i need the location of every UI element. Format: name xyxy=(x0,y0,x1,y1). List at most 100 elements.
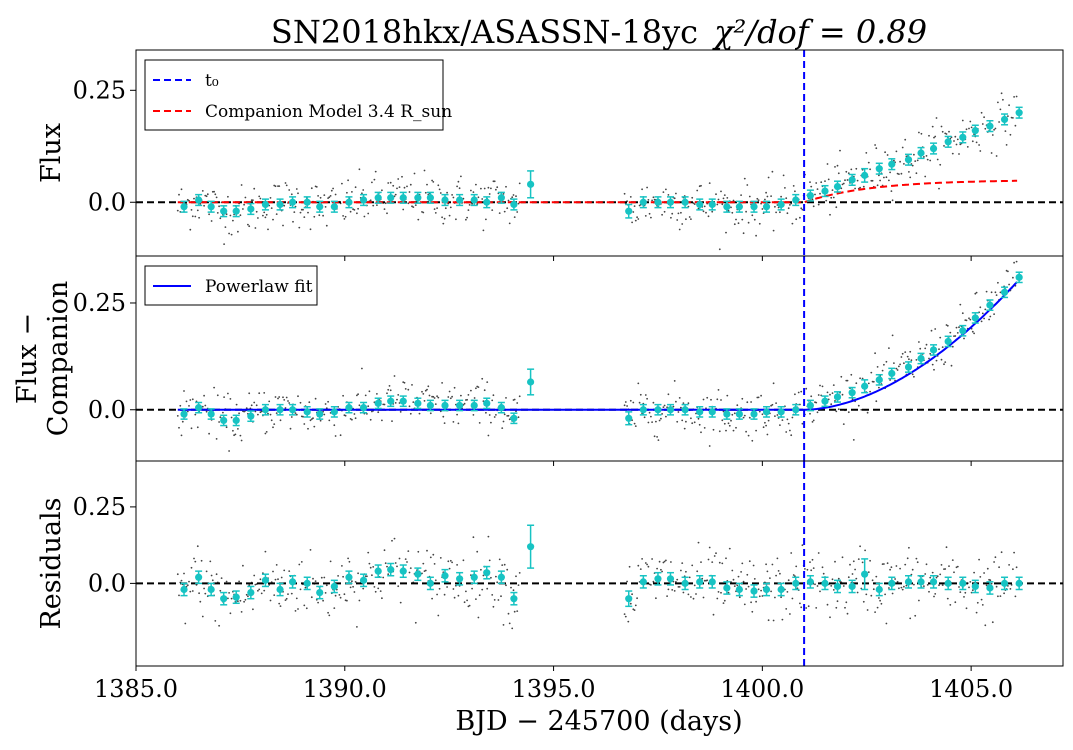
raw-point xyxy=(240,184,243,186)
raw-point xyxy=(411,205,413,208)
raw-point xyxy=(292,220,294,223)
raw-point xyxy=(883,363,885,366)
raw-point xyxy=(470,189,472,192)
raw-point xyxy=(969,581,972,583)
raw-point xyxy=(939,163,942,166)
binned-marker xyxy=(681,579,689,587)
raw-point xyxy=(989,579,992,582)
binned-marker xyxy=(792,579,800,587)
raw-point xyxy=(393,537,396,540)
binned-marker xyxy=(904,578,913,586)
raw-point xyxy=(870,179,873,182)
raw-point xyxy=(487,434,490,437)
raw-point xyxy=(786,418,789,421)
residuals-frame xyxy=(135,460,1064,667)
raw-point xyxy=(229,612,232,615)
raw-point xyxy=(748,560,751,563)
binned-marker xyxy=(888,369,896,378)
raw-point xyxy=(741,218,744,221)
binned-point xyxy=(929,344,938,356)
binned-point xyxy=(777,582,785,597)
binned-point xyxy=(959,324,967,337)
raw-point xyxy=(406,561,408,563)
raw-point xyxy=(429,556,432,559)
raw-point xyxy=(363,215,366,218)
raw-point xyxy=(891,199,894,202)
raw-point xyxy=(757,396,760,399)
binned-marker xyxy=(708,200,716,209)
raw-point xyxy=(723,422,726,425)
raw-point xyxy=(432,553,435,556)
raw-point xyxy=(633,422,636,425)
binned-point xyxy=(1000,286,1009,299)
raw-point xyxy=(750,601,752,604)
raw-point xyxy=(832,384,835,386)
raw-point xyxy=(492,394,495,397)
legend-box xyxy=(144,59,444,131)
raw-point xyxy=(720,399,722,401)
raw-point xyxy=(298,563,301,566)
raw-point xyxy=(938,348,940,351)
binned-marker xyxy=(971,314,979,322)
binned-marker xyxy=(625,414,633,422)
binned-marker xyxy=(875,585,883,594)
raw-point xyxy=(627,620,630,623)
raw-point xyxy=(319,419,322,422)
raw-point xyxy=(761,413,764,416)
binned-marker xyxy=(207,585,215,594)
binned-marker xyxy=(708,408,716,416)
binned-point xyxy=(261,573,270,588)
raw-point xyxy=(386,392,388,395)
raw-point xyxy=(267,228,269,231)
raw-point xyxy=(780,195,782,198)
binned-point xyxy=(527,170,535,199)
raw-point xyxy=(516,211,519,213)
raw-point xyxy=(746,184,749,186)
raw-point xyxy=(503,413,506,416)
raw-point xyxy=(767,619,770,622)
raw-point xyxy=(495,188,497,191)
raw-point xyxy=(313,215,316,218)
raw-point xyxy=(946,597,949,600)
raw-point xyxy=(481,377,484,380)
raw-point xyxy=(676,578,679,581)
raw-point xyxy=(742,580,745,583)
raw-point xyxy=(900,586,903,589)
binned-point xyxy=(288,196,297,209)
binned-point xyxy=(639,574,647,589)
raw-point xyxy=(222,411,224,414)
raw-point xyxy=(767,176,770,179)
raw-point xyxy=(490,576,492,579)
raw-point xyxy=(501,427,504,429)
flux-plot-area xyxy=(136,50,1063,256)
raw-point xyxy=(325,224,328,227)
binned-marker xyxy=(639,198,647,206)
raw-point xyxy=(757,199,760,202)
raw-point xyxy=(637,218,640,220)
raw-point xyxy=(493,599,496,601)
raw-point xyxy=(396,398,398,401)
binned-marker xyxy=(654,198,662,206)
raw-point xyxy=(837,577,840,580)
raw-point xyxy=(871,179,874,182)
raw-point xyxy=(240,611,243,613)
raw-point xyxy=(997,595,999,598)
raw-point xyxy=(766,195,769,198)
raw-point xyxy=(273,423,276,425)
raw-point xyxy=(302,415,304,418)
raw-point xyxy=(229,214,232,217)
raw-point xyxy=(789,204,791,206)
raw-point xyxy=(204,592,207,595)
raw-point xyxy=(969,318,972,321)
raw-point xyxy=(663,210,666,213)
raw-point xyxy=(945,546,948,549)
raw-point xyxy=(220,577,223,579)
raw-point xyxy=(389,181,392,184)
raw-point xyxy=(951,559,954,561)
raw-point xyxy=(623,404,626,407)
binned-marker xyxy=(917,354,925,363)
raw-point xyxy=(731,211,734,214)
raw-point xyxy=(660,568,662,571)
binned-marker xyxy=(527,378,535,386)
raw-point xyxy=(634,425,637,427)
